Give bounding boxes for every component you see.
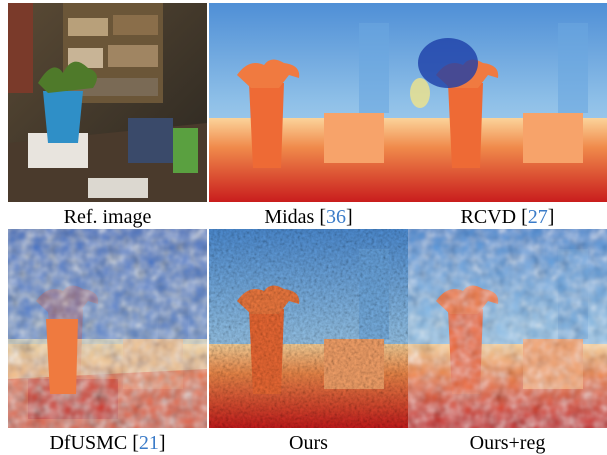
- caption: Ref. image: [8, 205, 207, 229]
- caption-text: ]: [547, 206, 555, 228]
- panel: Ours: [209, 229, 408, 455]
- caption-text: Ours: [289, 432, 328, 454]
- citation: 27: [527, 206, 548, 228]
- panel: Ref. image: [8, 3, 207, 229]
- caption: Ours: [209, 431, 408, 455]
- caption-text: Ref. image: [63, 206, 152, 228]
- panel: Midas [36]: [209, 3, 408, 229]
- caption-text: ]: [346, 206, 353, 228]
- caption: Ours+reg: [408, 431, 607, 455]
- panel: Ours+reg: [408, 229, 607, 455]
- depth-map: [209, 229, 408, 428]
- panel: DfUSMC [21]: [8, 229, 207, 455]
- depth-map: [209, 3, 408, 202]
- depth-map: [408, 229, 607, 428]
- caption: DfUSMC [21]: [8, 431, 207, 455]
- caption-text: DfUSMC [: [49, 432, 139, 454]
- caption-text: Ours+reg: [469, 432, 546, 454]
- panel: RCVD [27]: [408, 3, 607, 229]
- caption: RCVD [27]: [408, 205, 607, 229]
- depth-map: [408, 3, 607, 202]
- citation: 36: [326, 206, 346, 228]
- caption-text: RCVD [: [460, 206, 528, 228]
- caption-text: Midas [: [264, 206, 326, 228]
- reference-image: [8, 3, 207, 202]
- caption-text: ]: [158, 432, 166, 454]
- caption: Midas [36]: [209, 205, 408, 229]
- citation: 21: [138, 432, 159, 454]
- depth-map: [8, 229, 207, 428]
